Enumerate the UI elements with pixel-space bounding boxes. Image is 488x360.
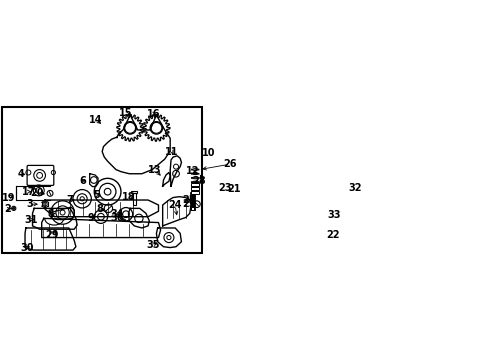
Text: 32: 32 <box>348 183 362 193</box>
Text: 28: 28 <box>192 176 206 186</box>
Text: 29: 29 <box>45 230 59 240</box>
Bar <box>191 187 199 190</box>
Text: 31: 31 <box>24 215 38 225</box>
Text: 34: 34 <box>111 209 124 219</box>
Text: 25: 25 <box>182 195 195 205</box>
Bar <box>191 191 199 194</box>
Text: 18: 18 <box>122 192 135 202</box>
Text: 2: 2 <box>4 204 11 214</box>
Text: 35: 35 <box>146 240 160 249</box>
Text: 15: 15 <box>119 108 132 118</box>
Text: 9: 9 <box>87 212 94 222</box>
Text: 26: 26 <box>223 159 237 169</box>
Text: 16: 16 <box>146 109 160 119</box>
Text: 13: 13 <box>148 165 162 175</box>
Text: 23: 23 <box>218 183 231 193</box>
Text: 10: 10 <box>202 148 215 158</box>
Bar <box>131 191 137 193</box>
Text: 21: 21 <box>226 184 240 194</box>
Text: 1: 1 <box>49 209 56 219</box>
Text: 33: 33 <box>326 211 340 220</box>
Text: 24: 24 <box>168 200 182 210</box>
Text: 17: 17 <box>21 187 35 197</box>
Bar <box>191 207 194 211</box>
Bar <box>219 188 231 198</box>
Text: 6: 6 <box>79 176 86 186</box>
Text: 8: 8 <box>97 204 103 214</box>
Text: 19: 19 <box>2 193 16 203</box>
Text: 20: 20 <box>30 188 43 198</box>
Bar <box>191 183 199 186</box>
Text: 30: 30 <box>20 243 34 253</box>
Text: 11: 11 <box>165 147 178 157</box>
Text: 22: 22 <box>325 230 339 240</box>
Text: 4: 4 <box>18 169 24 179</box>
Text: 12: 12 <box>185 166 199 176</box>
Bar <box>132 193 136 205</box>
FancyBboxPatch shape <box>27 165 54 185</box>
Text: 7: 7 <box>66 195 73 205</box>
Text: 27: 27 <box>182 199 195 209</box>
Text: 14: 14 <box>89 114 102 125</box>
Text: 36: 36 <box>111 213 124 223</box>
Text: 5: 5 <box>93 190 100 199</box>
Text: 3: 3 <box>27 199 33 209</box>
